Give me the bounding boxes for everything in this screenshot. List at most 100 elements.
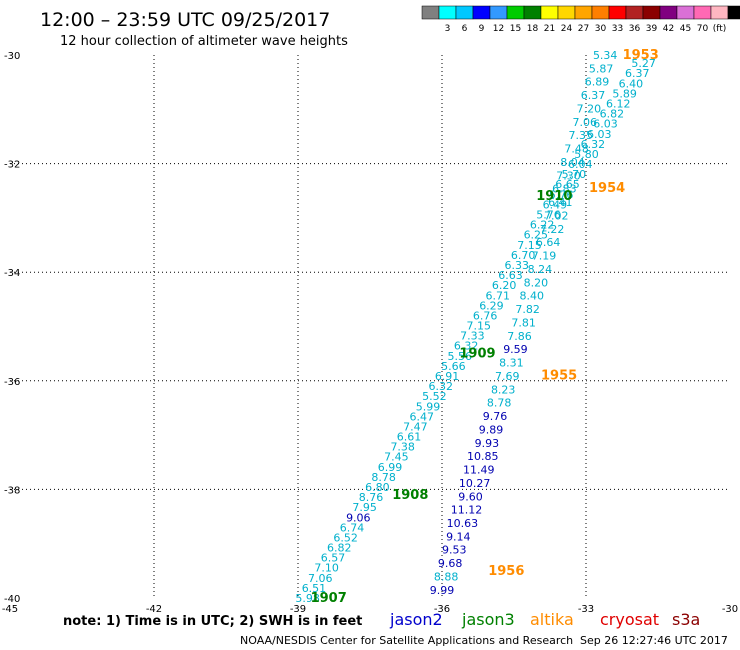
time-label: 1953 — [623, 48, 659, 63]
wave-height-value: 7.33 — [460, 330, 485, 343]
wave-height-value: 9.99 — [430, 584, 455, 597]
legend-swatch — [489, 5, 508, 20]
wave-height-value: 9.68 — [438, 557, 463, 570]
footer-note: note: 1) Time is in UTC; 2) SWH is in fe… — [63, 614, 362, 629]
wave-height-value: 9.93 — [475, 437, 500, 450]
wave-height-value: 5.76 — [549, 188, 574, 201]
legend-tick-label: 30 — [595, 24, 607, 34]
wave-height-value: 6.91 — [435, 370, 460, 383]
wave-height-value: 6.12 — [606, 98, 631, 111]
wave-height-value: 6.29 — [479, 299, 504, 312]
wave-height-value: 6.82 — [327, 542, 352, 555]
grid-lines — [10, 55, 730, 598]
legend-tick-label: 36 — [629, 24, 641, 34]
wave-height-value: 7.95 — [352, 501, 377, 514]
time-label: 1954 — [589, 181, 625, 196]
wave-height-value: 6.99 — [378, 461, 403, 474]
wave-height-value: 10.27 — [459, 477, 491, 490]
wave-height-value: 7.15 — [517, 239, 542, 252]
data-tracks: 5.986.517.067.106.576.826.526.749.067.95… — [295, 49, 655, 605]
wave-height-value: 7.69 — [495, 370, 520, 383]
wave-height-value: 9.59 — [503, 343, 528, 356]
legend-tick-label: 21 — [544, 24, 555, 34]
wave-height-value: 6.03 — [587, 128, 612, 141]
satellite-name: jason2 — [389, 610, 443, 629]
wave-height-value: 9.60 — [458, 490, 483, 503]
wave-height-value: 6.52 — [333, 531, 358, 544]
wave-height-value: 7.35 — [568, 129, 593, 142]
wave-height-value: 10.85 — [467, 450, 499, 463]
wave-height-value: 5.89 — [612, 87, 637, 100]
wave-height-value: 7.81 — [511, 316, 536, 329]
legend-swatch — [574, 5, 593, 20]
x-tick-label: -42 — [146, 604, 162, 615]
wave-height-value: 6.40 — [619, 77, 644, 90]
wave-height-value: 7.48 — [564, 143, 589, 156]
wave-height-value: 6.74 — [340, 521, 365, 534]
legend-swatch — [608, 5, 627, 20]
legend-tick-label: 15 — [510, 24, 521, 34]
wave-height-value: 5.80 — [574, 148, 599, 161]
satellite-name: s3a — [672, 610, 700, 629]
wave-height-value: 9.53 — [442, 544, 467, 557]
wave-height-value: 6.32 — [454, 340, 479, 353]
wave-height-value: 6.65 — [555, 178, 580, 191]
wave-height-value: 6.32 — [428, 380, 453, 393]
x-tick-label: -39 — [290, 604, 306, 615]
time-label: 1907 — [311, 591, 347, 606]
wave-height-value: 8.04 — [560, 156, 585, 169]
wave-height-value: 6.80 — [365, 481, 390, 494]
axes: -45 -42 -39 -36 -33 -30 -30 -32 -34 -36 -38 -40 — [2, 51, 738, 615]
wave-height-value: 6.25 — [524, 229, 549, 242]
wave-height-value: 10.63 — [447, 517, 479, 530]
time-label: 1910 — [536, 189, 572, 204]
chart-subtitle: 12 hour collection of altimeter wave hei… — [60, 34, 348, 49]
time-label: 1909 — [459, 347, 495, 362]
legend-tick-label: 6 — [462, 24, 468, 34]
wave-height-value: 6.64 — [536, 236, 561, 249]
wave-height-value: 8.78 — [371, 471, 396, 484]
wave-height-value: 9.89 — [479, 423, 504, 436]
wave-height-value: 6.71 — [486, 289, 511, 302]
wave-height-value: 7.06 — [308, 572, 333, 585]
legend-tick-label: (ft) — [713, 24, 727, 34]
y-tick-label: -34 — [4, 268, 20, 279]
wave-height-value: 8.76 — [359, 491, 384, 504]
wave-height-value: 6.51 — [302, 582, 327, 595]
satellite-legend: jason2 jason3 altika cryosat s3a — [389, 610, 700, 629]
wave-height-value: 7.10 — [314, 562, 339, 575]
y-tick-label: -36 — [4, 377, 20, 388]
legend-tick-label: 9 — [479, 24, 485, 34]
wave-height-value: 11.49 — [463, 464, 495, 477]
wave-height-value: 7.19 — [532, 250, 557, 263]
legend-tick-label: 27 — [578, 24, 589, 34]
x-tick-label: -45 — [2, 604, 18, 615]
wave-height-value: 5.76 — [536, 209, 561, 222]
time-label: 1956 — [488, 564, 524, 579]
wave-height-value: 5.87 — [589, 62, 614, 75]
wave-height-value: 8.78 — [487, 397, 512, 410]
wave-height-value: 6.57 — [321, 552, 346, 565]
chart-title: 12:00 – 23:59 UTC 09/25/2017 — [40, 9, 330, 31]
legend-tick-label: 39 — [646, 24, 658, 34]
legend-swatch — [455, 5, 474, 20]
wave-height-value: 7.22 — [540, 223, 565, 236]
footer-timestamp: Sep 26 12:27:46 UTC 2017 — [580, 634, 728, 647]
wave-height-value: 8.24 — [528, 263, 553, 276]
wave-height-value: 6.89 — [585, 76, 610, 89]
wave-height-value: 5.27 — [631, 57, 656, 70]
wave-height-value: 6.33 — [505, 259, 530, 272]
time-label: 1955 — [541, 368, 577, 383]
wave-height-value: 6.04 — [568, 158, 593, 171]
wave-height-value: 6.20 — [492, 279, 517, 292]
time-labels: 1907 1908 1909 1910 1953 1954 1955 1956 — [311, 48, 659, 606]
wave-height-value: 9.06 — [346, 511, 371, 524]
legend-tick-label: 42 — [663, 24, 674, 34]
legend-tick-label: 33 — [612, 24, 623, 34]
wave-height-value: 8.88 — [434, 570, 459, 583]
wave-height-value: 7.86 — [507, 330, 532, 343]
wave-height-value: 8.40 — [520, 290, 545, 303]
y-tick-label: -40 — [4, 594, 20, 605]
wave-height-value: 7.15 — [467, 320, 492, 333]
